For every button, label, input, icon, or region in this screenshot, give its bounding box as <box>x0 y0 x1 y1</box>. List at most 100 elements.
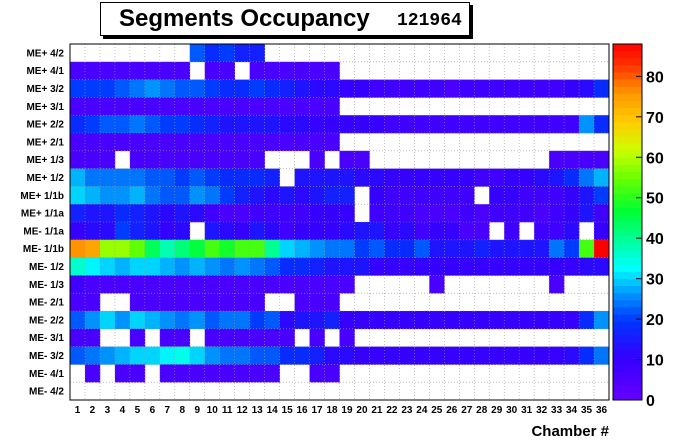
y-tick-label: ME+ 2/2 <box>26 120 64 131</box>
title-box: Segments Occupancy 121964 <box>100 2 470 36</box>
heatmap-cell <box>579 186 595 205</box>
colorbar-frame <box>612 43 643 401</box>
heatmap-cell <box>114 168 131 187</box>
heatmap-cell <box>129 257 146 276</box>
heatmap-cell <box>369 257 385 276</box>
heatmap-cell <box>129 275 146 294</box>
heatmap-cell <box>129 222 146 241</box>
heatmap-cell <box>129 328 146 347</box>
heatmap-cell <box>264 364 280 383</box>
heatmap-cell <box>384 168 400 187</box>
heatmap-cell <box>189 150 206 169</box>
heatmap-cell <box>294 311 310 330</box>
heatmap-cell <box>579 204 595 223</box>
heatmap-cell <box>189 168 206 187</box>
heatmap-cell <box>84 293 101 312</box>
heatmap-cell <box>159 275 176 294</box>
x-tick-label: 23 <box>401 405 413 416</box>
x-tick-label: 35 <box>581 405 593 416</box>
heatmap-cell <box>339 275 355 294</box>
heatmap-cell <box>294 97 310 116</box>
heatmap-cell <box>70 275 86 294</box>
heatmap-cell <box>70 257 86 276</box>
heatmap-cell <box>294 168 310 187</box>
heatmap-cell <box>189 311 206 330</box>
heatmap-cell <box>444 239 460 258</box>
heatmap-cell <box>309 311 325 330</box>
heatmap-cell <box>174 97 191 116</box>
heatmap-cell <box>474 239 490 258</box>
heatmap-cell <box>474 204 490 223</box>
heatmap-cell <box>429 311 445 330</box>
heatmap-cell <box>204 186 221 205</box>
heatmap-cell <box>264 61 280 80</box>
heatmap-cell <box>219 275 235 294</box>
heatmap-cell <box>219 293 235 312</box>
colorbar-band <box>613 278 642 287</box>
heatmap-cell <box>354 150 370 169</box>
heatmap-cell <box>84 115 101 134</box>
y-tick-label: ME- 4/2 <box>29 387 64 398</box>
heatmap-cell <box>309 364 325 383</box>
heatmap-cell <box>264 239 280 258</box>
heatmap-cell <box>114 311 131 330</box>
heatmap-cell <box>234 239 250 258</box>
heatmap-cell <box>429 222 445 241</box>
heatmap-cell <box>519 239 535 258</box>
heatmap-cell <box>384 204 400 223</box>
heatmap-cell <box>534 222 550 241</box>
heatmap-cell <box>189 133 206 152</box>
heatmap-cell <box>519 115 535 134</box>
heatmap-cell <box>219 204 235 223</box>
heatmap-cell <box>504 222 520 241</box>
heatmap-cell <box>399 79 415 98</box>
heatmap-cell <box>309 115 325 134</box>
heatmap-cell <box>204 168 221 187</box>
heatmap-cell <box>324 346 340 365</box>
heatmap-cell <box>474 79 490 98</box>
heatmap-cell <box>84 168 101 187</box>
heatmap-cell <box>189 79 206 98</box>
heatmap-cell <box>354 239 370 258</box>
heatmap-cell <box>564 115 580 134</box>
heatmap-cell <box>294 275 310 294</box>
heatmap-cell <box>189 275 206 294</box>
heatmap-cell <box>70 97 86 116</box>
heatmap-cell <box>234 311 250 330</box>
colorbar-band <box>613 157 642 166</box>
heatmap-cell <box>159 150 176 169</box>
colorbar-band <box>613 172 642 180</box>
heatmap-cell <box>219 222 235 241</box>
heatmap-cell <box>219 44 235 63</box>
heatmap-cell <box>159 257 176 276</box>
x-tick-label: 10 <box>207 405 219 416</box>
x-tick-label: 8 <box>180 405 186 416</box>
colorbar-band <box>613 58 642 66</box>
heatmap-cell <box>594 150 610 169</box>
heatmap-cell <box>99 133 116 152</box>
heatmap-cell <box>309 293 325 312</box>
heatmap-cell <box>249 346 265 365</box>
heatmap-cell <box>354 346 370 365</box>
heatmap-cell <box>99 311 116 330</box>
heatmap-cell <box>234 168 250 187</box>
heatmap-cell <box>99 204 116 223</box>
heatmap-cell <box>354 257 370 276</box>
heatmap-cell <box>549 115 565 134</box>
heatmap-cell <box>174 239 191 258</box>
heatmap-cell <box>579 239 595 258</box>
heatmap-cell <box>579 79 595 98</box>
heatmap-cell <box>354 79 370 98</box>
heatmap-cell <box>159 222 176 241</box>
heatmap-cell <box>234 222 250 241</box>
heatmap-cell <box>114 61 131 80</box>
heatmap-cell <box>564 222 580 241</box>
heatmap-cell <box>249 97 265 116</box>
heatmap-cell <box>369 311 385 330</box>
heatmap-cell <box>99 222 116 241</box>
heatmap-cell <box>444 257 460 276</box>
heatmap-cell <box>429 79 445 98</box>
heatmap-cell <box>324 97 340 116</box>
heatmap-cell <box>174 168 191 187</box>
heatmap-cell <box>504 346 520 365</box>
